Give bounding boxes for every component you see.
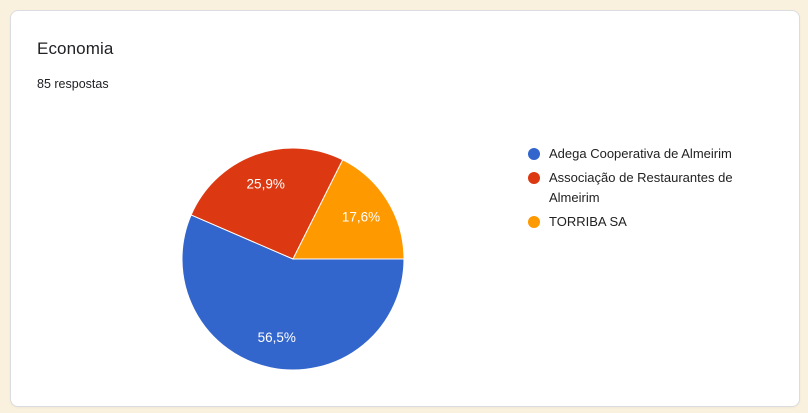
pie-chart: 56,5% 25,9% 17,6%	[168, 134, 418, 384]
pie-slice-2[interactable]	[292, 159, 405, 260]
pie-slice-1[interactable]	[190, 147, 344, 260]
pie-chart-svg: 56,5% 25,9% 17,6%	[181, 147, 405, 371]
legend-label-1: Associação de Restaurantes de Almeirim	[549, 170, 733, 205]
legend-label-0: Adega Cooperativa de Almeirim	[549, 146, 732, 161]
legend-color-dot-1	[528, 172, 540, 184]
response-card: Economia 85 respostas 56,5% 25,9% 17,6% Ad…	[10, 10, 800, 407]
pie-slice-label-0: 56,5%	[258, 330, 296, 345]
legend-item-0: Adega Cooperativa de Almeirim	[528, 144, 762, 164]
legend-color-dot-0	[528, 148, 540, 160]
responses-count: 85 respostas	[37, 77, 109, 91]
legend-item-1: Associação de Restaurantes de Almeirim	[528, 168, 762, 208]
legend-item-2: TORRIBA SA	[528, 212, 762, 232]
chart-legend: Adega Cooperativa de Almeirim Associação …	[528, 144, 762, 236]
pie-slice-label-1: 25,9%	[247, 176, 285, 191]
legend-color-dot-2	[528, 216, 540, 228]
pie-slice-0[interactable]	[181, 214, 405, 371]
pie-slice-label-2: 17,6%	[342, 210, 380, 225]
legend-label-2: TORRIBA SA	[549, 214, 627, 229]
question-title: Economia	[37, 39, 114, 58]
